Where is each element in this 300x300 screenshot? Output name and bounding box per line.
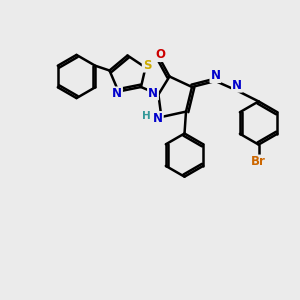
Text: N: N [232, 79, 242, 92]
Text: N: N [210, 69, 220, 82]
Text: S: S [143, 58, 151, 72]
Text: N: N [148, 86, 158, 100]
Text: N: N [153, 112, 163, 125]
Text: O: O [155, 48, 166, 61]
Text: Br: Br [251, 155, 266, 169]
Text: H: H [142, 110, 151, 121]
Text: N: N [112, 87, 122, 101]
